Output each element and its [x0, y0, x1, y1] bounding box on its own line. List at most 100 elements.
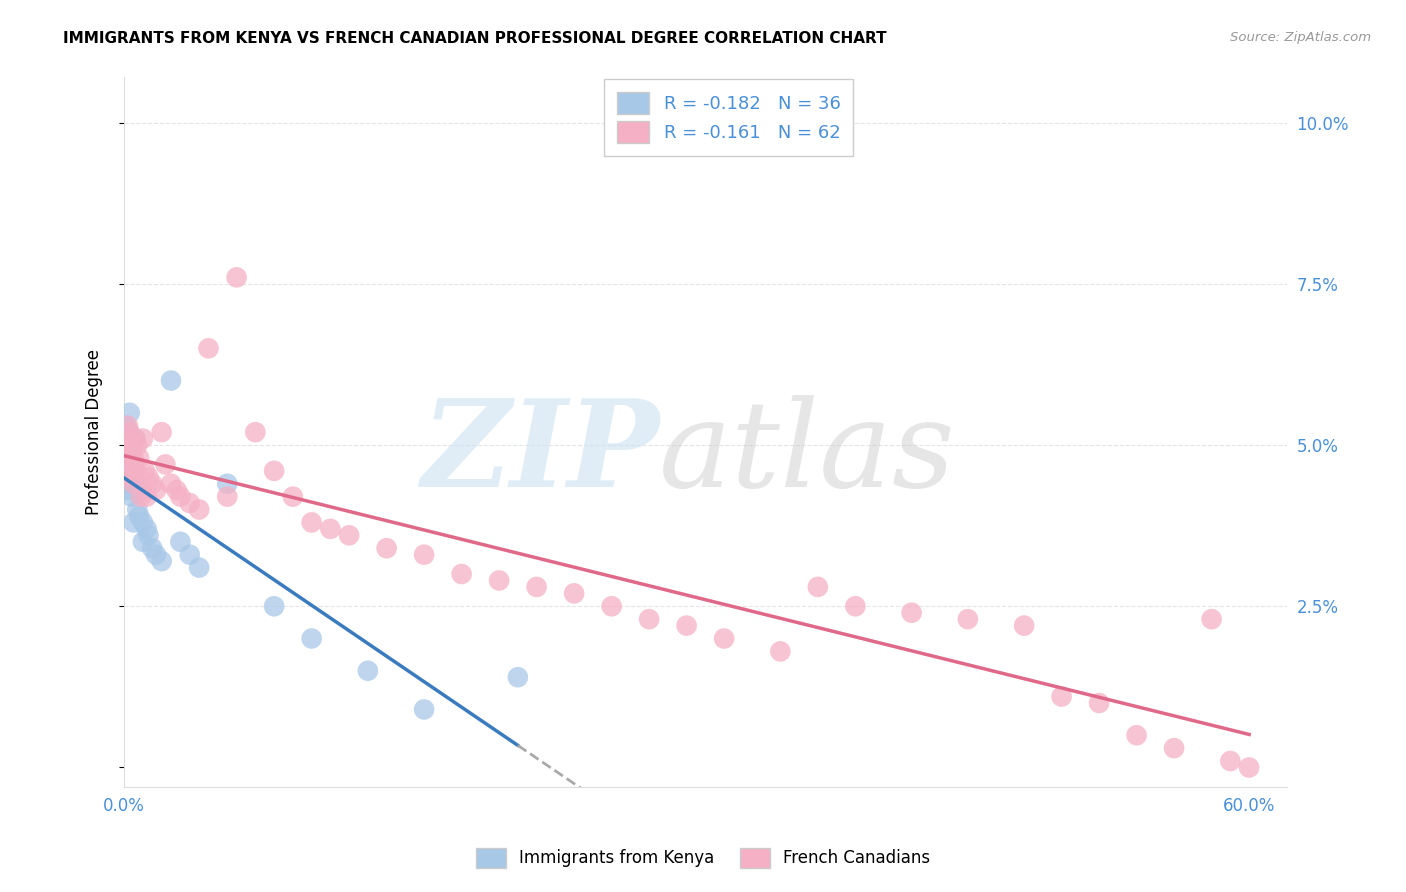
Point [956, 612, 979, 626]
Point [124, 464, 146, 478]
Point [188, 502, 211, 516]
Point [769, 644, 792, 658]
Point [141, 541, 163, 556]
Point [713, 632, 735, 646]
Point [127, 502, 149, 516]
Point [1201, 612, 1223, 626]
Point [150, 554, 173, 568]
Point [1125, 728, 1147, 742]
Text: ZIP: ZIP [420, 394, 659, 513]
Point [155, 458, 177, 472]
Text: IMMIGRANTS FROM KENYA VS FRENCH CANADIAN PROFESSIONAL DEGREE CORRELATION CHART: IMMIGRANTS FROM KENYA VS FRENCH CANADIAN… [63, 31, 887, 46]
Point [124, 476, 146, 491]
Point [900, 606, 922, 620]
Point [1237, 760, 1260, 774]
Point [169, 534, 191, 549]
Point [807, 580, 830, 594]
Point [117, 464, 139, 478]
Point [138, 528, 160, 542]
Point [124, 432, 146, 446]
Point [121, 444, 143, 458]
Point [118, 438, 141, 452]
Point [132, 516, 155, 530]
Point [263, 464, 285, 478]
Y-axis label: Professional Degree: Professional Degree [86, 349, 103, 516]
Point [129, 490, 152, 504]
Point [121, 470, 143, 484]
Point [562, 586, 585, 600]
Point [117, 418, 139, 433]
Point [675, 618, 697, 632]
Point [134, 464, 156, 478]
Point [169, 490, 191, 504]
Point [197, 341, 219, 355]
Point [150, 425, 173, 439]
Point [1088, 696, 1111, 710]
Point [122, 516, 145, 530]
Point [357, 664, 380, 678]
Text: Source: ZipAtlas.com: Source: ZipAtlas.com [1230, 31, 1371, 45]
Point [122, 450, 145, 465]
Point [117, 450, 139, 465]
Point [127, 438, 149, 452]
Point [128, 508, 150, 523]
Point [145, 548, 167, 562]
Legend: R = -0.182   N = 36, R = -0.161   N = 62: R = -0.182 N = 36, R = -0.161 N = 62 [605, 79, 853, 156]
Point [160, 374, 183, 388]
Point [118, 450, 141, 465]
Point [128, 450, 150, 465]
Point [488, 574, 510, 588]
Point [638, 612, 661, 626]
Point [124, 432, 146, 446]
Point [145, 483, 167, 498]
Point [132, 432, 155, 446]
Point [281, 490, 304, 504]
Point [450, 567, 472, 582]
Point [129, 483, 152, 498]
Point [337, 528, 360, 542]
Point [245, 425, 267, 439]
Point [118, 425, 141, 439]
Point [1163, 741, 1185, 756]
Point [506, 670, 529, 684]
Point [117, 444, 139, 458]
Point [118, 458, 141, 472]
Point [117, 464, 139, 478]
Point [115, 444, 138, 458]
Point [188, 560, 211, 574]
Point [115, 438, 138, 452]
Point [413, 702, 436, 716]
Point [225, 270, 247, 285]
Point [179, 496, 201, 510]
Point [118, 406, 141, 420]
Point [160, 476, 183, 491]
Legend: Immigrants from Kenya, French Canadians: Immigrants from Kenya, French Canadians [470, 841, 936, 875]
Point [115, 418, 138, 433]
Point [121, 438, 143, 452]
Point [301, 516, 323, 530]
Point [1050, 690, 1073, 704]
Point [132, 534, 155, 549]
Point [117, 425, 139, 439]
Point [117, 483, 139, 498]
Point [301, 632, 323, 646]
Point [1219, 754, 1241, 768]
Point [118, 476, 141, 491]
Point [138, 470, 160, 484]
Point [179, 548, 201, 562]
Point [526, 580, 548, 594]
Point [115, 432, 138, 446]
Point [115, 458, 138, 472]
Point [135, 522, 157, 536]
Point [122, 476, 145, 491]
Point [217, 490, 239, 504]
Point [1012, 618, 1035, 632]
Text: atlas: atlas [659, 395, 956, 512]
Point [319, 522, 342, 536]
Point [166, 483, 188, 498]
Point [122, 458, 145, 472]
Point [217, 476, 239, 491]
Point [263, 599, 285, 614]
Point [135, 490, 157, 504]
Point [600, 599, 623, 614]
